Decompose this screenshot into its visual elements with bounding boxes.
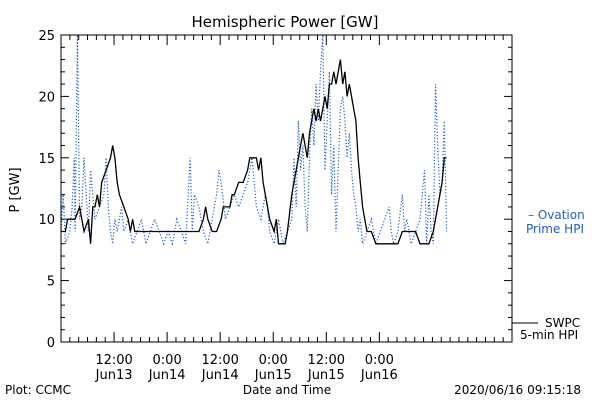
legend-ovation-line1: – Ovation — [528, 208, 585, 222]
x-tick-time-label: 0:00 — [153, 353, 182, 368]
series-swpc-5min-hpi — [61, 59, 447, 245]
y-tick-label: 15 — [38, 152, 55, 167]
x-tick-date-label: Jun16 — [360, 368, 398, 383]
x-tick-time-label: 12:00 — [201, 353, 238, 368]
chart-title: Hemispheric Power [GW] — [192, 13, 379, 31]
y-tick-label: 0 — [47, 336, 55, 351]
plot-source-credit: Plot: CCMC — [5, 383, 71, 397]
x-tick-date-label: Jun13 — [95, 368, 133, 383]
x-tick-date-label: Jun14 — [148, 368, 186, 383]
x-tick-time-label: 12:00 — [308, 353, 345, 368]
x-tick-date-label: Jun15 — [307, 368, 345, 383]
series-layer — [60, 34, 448, 247]
y-axis-label: P [GW] — [8, 167, 23, 212]
legend-swpc-line2: 5-min HPI — [520, 328, 578, 342]
y-tick-label: 10 — [38, 213, 55, 228]
series-ovation-prime-hpi — [60, 34, 448, 247]
y-axis: 0 5 10 15 20 25 — [38, 29, 512, 351]
plot-timestamp: 2020/06/16 09:15:18 — [454, 383, 581, 397]
plot-frame — [60, 34, 513, 343]
x-tick-time-label: 0:00 — [365, 353, 394, 368]
y-tick-label: 5 — [47, 275, 55, 290]
x-tick-time-label: 12:00 — [95, 353, 132, 368]
y-tick-label: 20 — [38, 90, 55, 105]
legend-swpc-line1: SWPC — [545, 316, 580, 330]
x-axis: 12:00Jun130:00Jun1412:00Jun140:00Jun1512… — [69, 35, 504, 383]
x-tick-date-label: Jun14 — [201, 368, 239, 383]
x-tick-time-label: 0:00 — [259, 353, 288, 368]
y-tick-label: 25 — [38, 29, 55, 44]
x-axis-label: Date and Time — [243, 383, 331, 397]
legend-ovation-line2: Prime HPI — [526, 222, 584, 236]
x-tick-date-label: Jun15 — [254, 368, 292, 383]
